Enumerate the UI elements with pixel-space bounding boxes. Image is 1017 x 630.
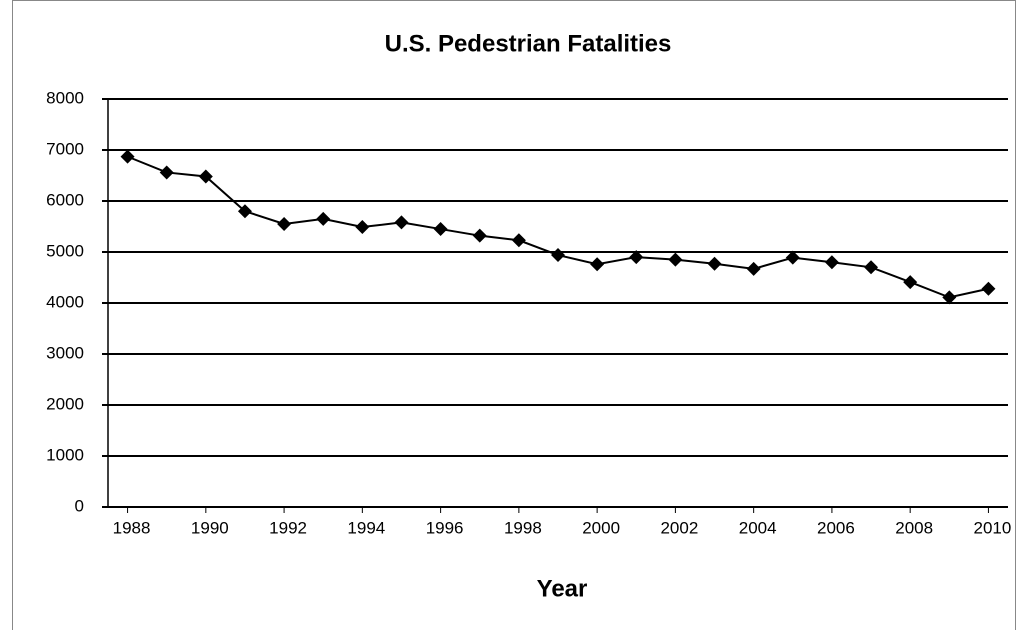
marker <box>198 169 213 184</box>
marker <box>277 216 292 231</box>
marker <box>981 281 996 296</box>
marker <box>590 257 605 272</box>
marker <box>551 248 565 263</box>
marker <box>120 149 135 164</box>
y-tick-label: 1000 <box>46 445 84 464</box>
marker <box>668 252 683 267</box>
y-tick-label: 4000 <box>46 292 84 311</box>
chart-frame <box>12 0 1016 630</box>
x-axis-title: Year <box>537 575 588 602</box>
y-tick-label: 0 <box>75 496 84 515</box>
x-tick-label: 2000 <box>582 518 620 537</box>
marker <box>864 260 879 275</box>
marker <box>942 290 957 305</box>
x-tick-label: 2004 <box>739 518 777 537</box>
marker <box>824 255 839 270</box>
x-tick-label: 1992 <box>269 518 307 537</box>
marker <box>237 204 252 219</box>
marker <box>707 256 722 271</box>
x-tick-label: 2008 <box>895 518 933 537</box>
y-tick-label: 2000 <box>46 394 84 413</box>
x-tick-label: 1996 <box>426 518 464 537</box>
x-tick-label: 1988 <box>113 518 151 537</box>
y-tick-label: 3000 <box>46 343 84 362</box>
marker <box>316 211 331 226</box>
marker <box>785 250 800 265</box>
marker <box>903 275 918 290</box>
marker <box>511 233 526 248</box>
x-tick-label: 1990 <box>191 518 229 537</box>
marker <box>394 215 409 230</box>
x-tick-label: 1998 <box>504 518 542 537</box>
marker <box>159 165 174 180</box>
x-tick-label: 1994 <box>347 518 385 537</box>
marker <box>472 228 487 243</box>
marker <box>629 250 644 265</box>
marker <box>746 261 761 276</box>
y-tick-label: 7000 <box>46 139 84 158</box>
chart-title: U.S. Pedestrian Fatalities <box>385 30 672 57</box>
x-tick-label: 2006 <box>817 518 855 537</box>
marker <box>433 222 448 237</box>
x-tick-label: 2002 <box>660 518 698 537</box>
marker <box>355 220 370 235</box>
x-tick-label: 2010 <box>974 518 1012 537</box>
y-tick-label: 5000 <box>46 241 84 260</box>
y-tick-label: 6000 <box>46 190 84 209</box>
y-tick-label: 8000 <box>46 88 84 107</box>
